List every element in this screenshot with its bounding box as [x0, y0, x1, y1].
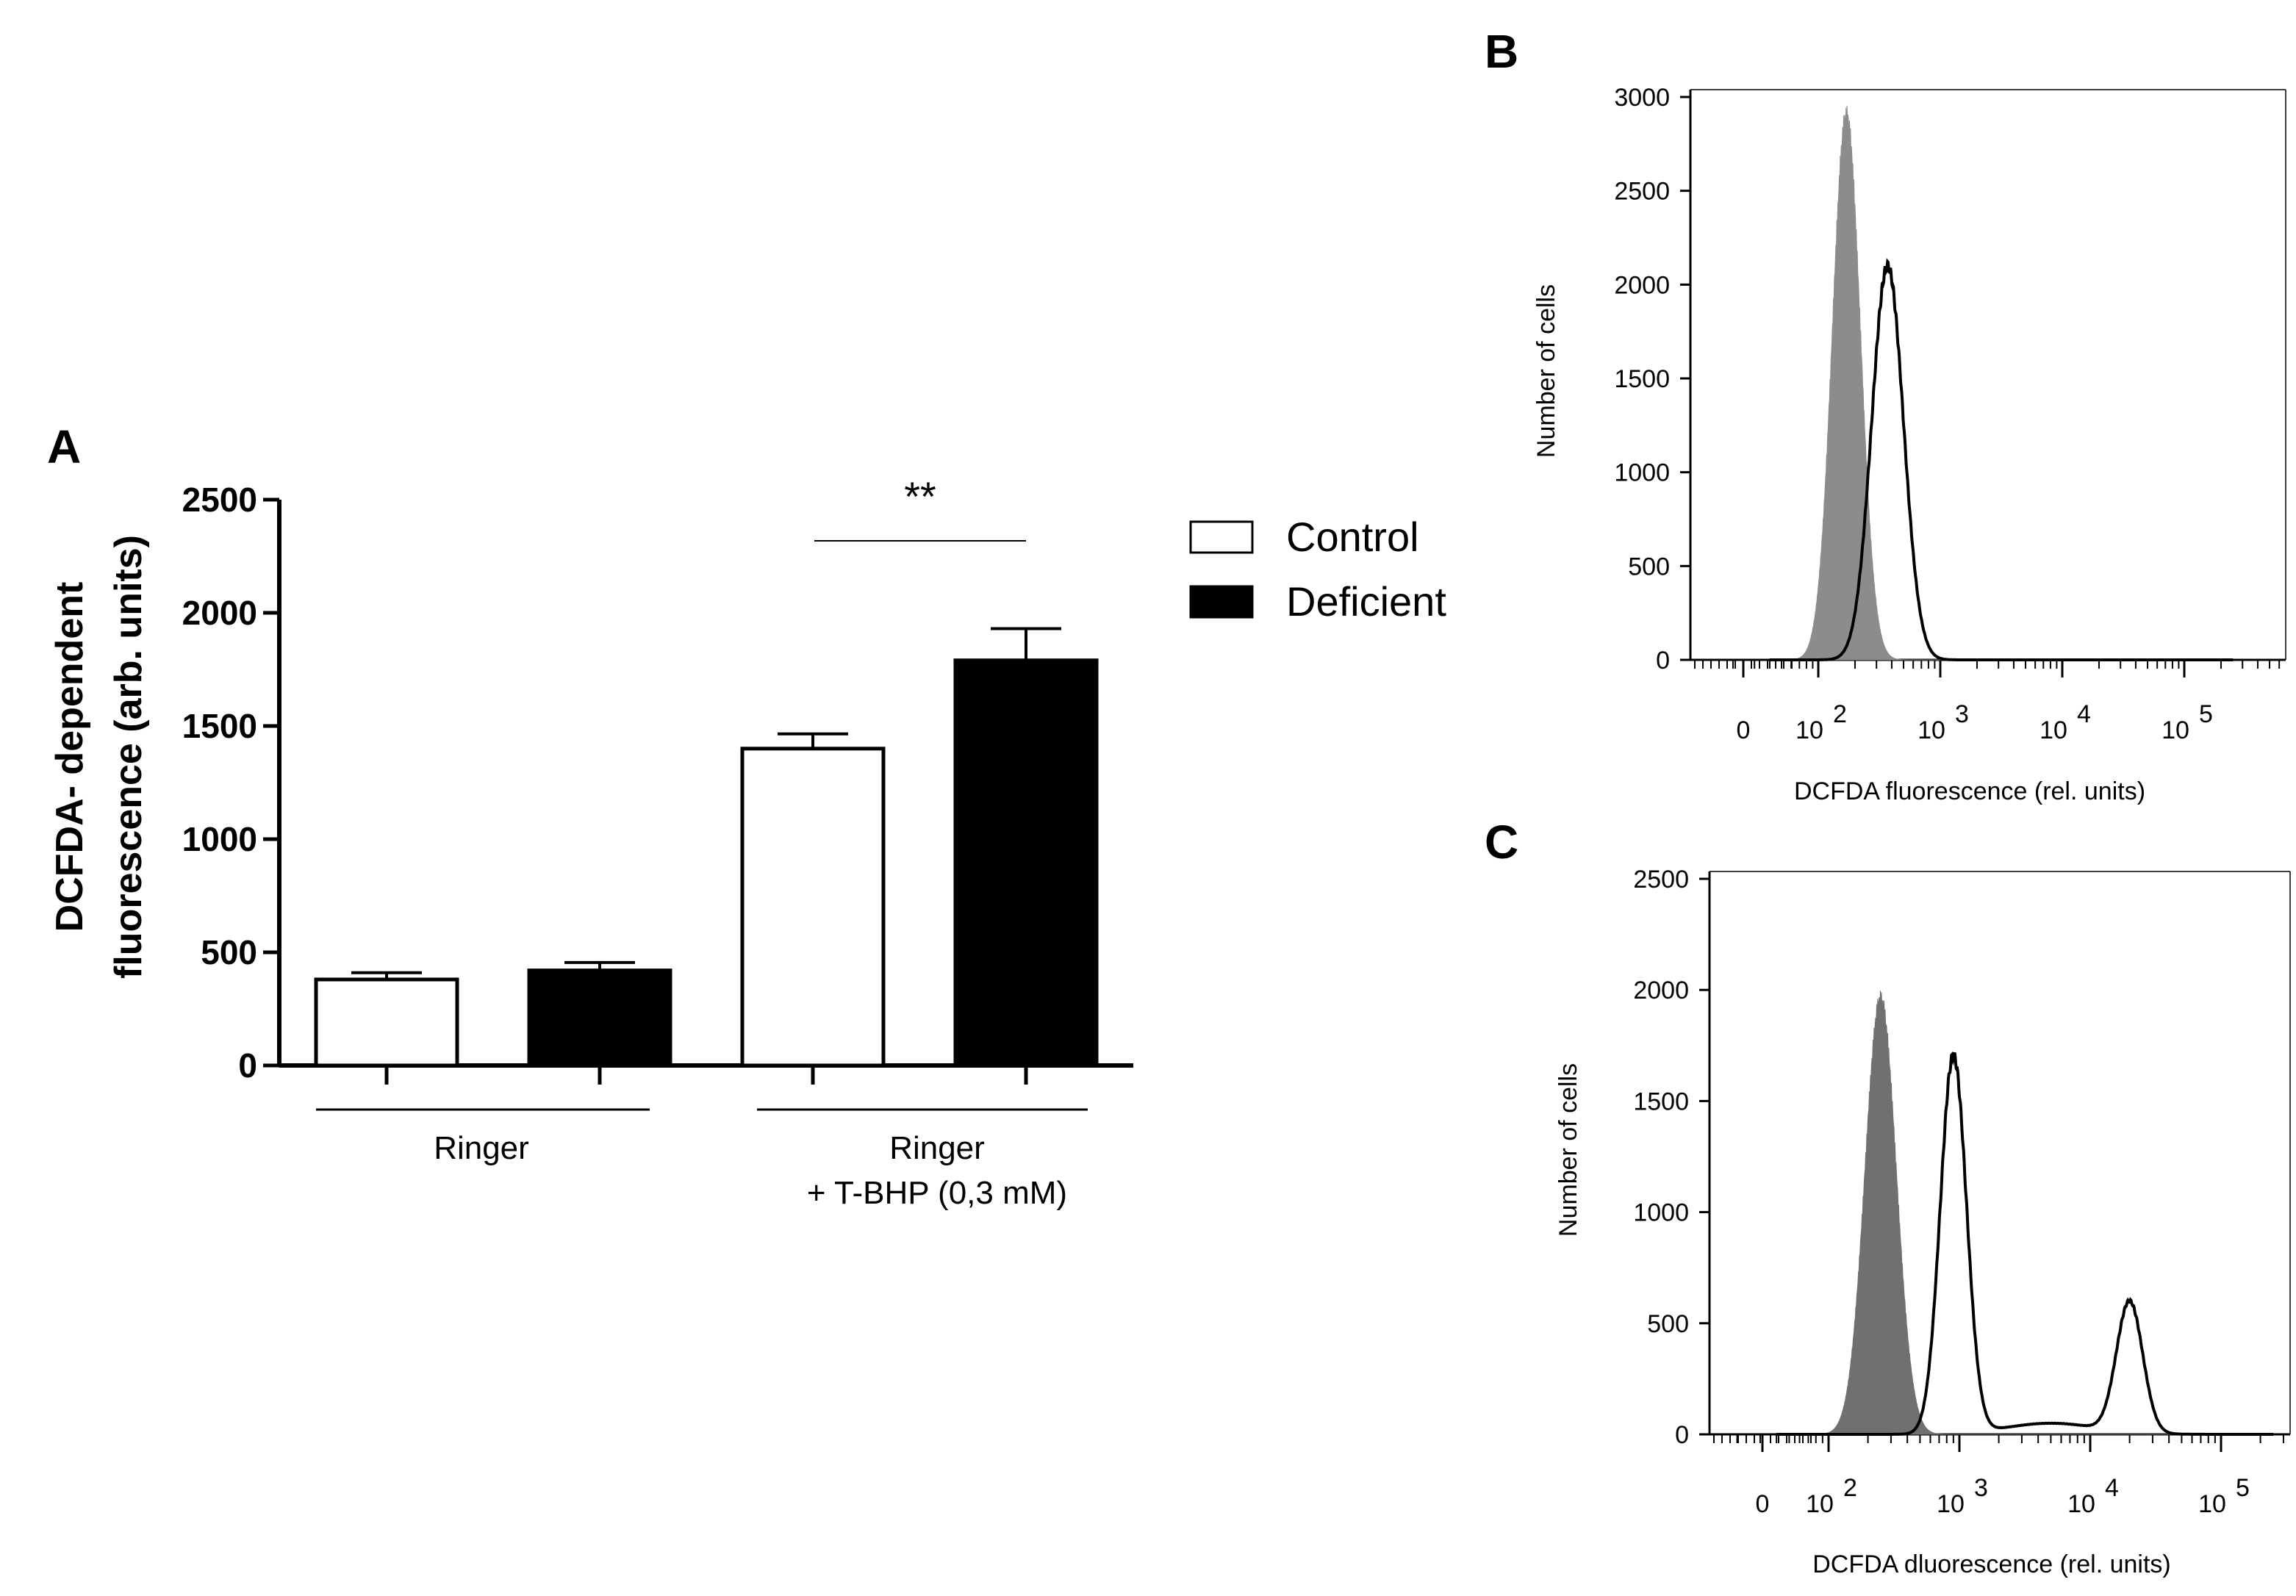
panel-c-histogram: C 0 500 1000 1500 2000 2500 0 10 2 10 3 10 4 10 5 DCFD… [1485, 816, 2291, 1578]
b-x-tick-exp-4: 5 [2199, 700, 2213, 728]
panel-a-bars [314, 627, 1099, 1068]
bar-deficient-0 [527, 968, 672, 1068]
c-x-tick-exp-3: 4 [2105, 1474, 2119, 1502]
a-ylabel-line-2: fluorescence (arb. units) [107, 535, 150, 979]
c-histogram-line [1776, 1051, 2274, 1436]
legend-label-control: Control [1286, 514, 1419, 560]
panel-a-group-labels: Ringer Ringer + T-BHP (0,3 mM) [316, 1108, 1088, 1211]
panel-b-label: B [1485, 25, 1518, 78]
b-y-tick-label-0: 0 [1656, 647, 1670, 675]
c-y-tick-label-4: 2000 [1633, 977, 1689, 1004]
legend-swatch-control [1189, 520, 1254, 554]
panel-a-significance: ** [814, 473, 1026, 542]
c-y-tick-label-3: 1500 [1633, 1088, 1689, 1115]
c-x-tick-exp-4: 5 [2236, 1474, 2250, 1502]
panel-a-y-axis-label: DCFDA- dependent fluorescence (arb. unit… [49, 535, 150, 979]
a-y-tick-label-3: 1500 [182, 707, 257, 745]
panel-c-label: C [1485, 816, 1518, 869]
panel-b-x-axis-label: DCFDA fluorescence (rel. units) [1794, 777, 2145, 805]
b-histogram-filled [1769, 105, 2234, 661]
c-y-tick-label-1: 500 [1647, 1310, 1689, 1338]
a-y-tick-label-4: 2000 [182, 594, 257, 632]
group-label-ringer-tbhp: Ringer [889, 1130, 985, 1166]
a-ylabel-line-1: DCFDA- dependent [49, 582, 91, 932]
panel-a-label: A [47, 420, 81, 473]
b-y-tick-label-2: 1000 [1614, 459, 1670, 487]
b-y-tick-label-1: 500 [1628, 553, 1670, 580]
panel-c-y-axis-label: Number of cells [1554, 1063, 1582, 1237]
bar-deficient-1 [953, 658, 1099, 1068]
b-x-tick-label-0: 0 [1737, 716, 1751, 744]
b-histogram-line [1769, 258, 2234, 661]
c-x-tick-exp-1: 2 [1843, 1474, 1857, 1502]
c-y-tick-label-5: 2500 [1633, 866, 1689, 894]
panel-a-bar-chart: A 0 500 1000 1500 2000 2500 DCFDA- dependent … [47, 420, 1446, 1211]
b-x-tick-label-2: 10 [1917, 716, 1945, 744]
b-x-tick-label-3: 10 [2040, 716, 2067, 744]
a-y-tick-label-5: 2500 [182, 481, 257, 519]
c-x-tick-label-3: 10 [2067, 1490, 2095, 1518]
c-x-tick-exp-2: 3 [1974, 1474, 1988, 1502]
a-y-tick-label-0: 0 [238, 1046, 257, 1085]
b-x-tick-exp-1: 2 [1833, 700, 1847, 728]
b-x-tick-exp-2: 3 [1955, 700, 1969, 728]
group-label-tbhp-treatment: + T-BHP (0,3 mM) [807, 1175, 1067, 1211]
significance-stars: ** [904, 473, 936, 520]
b-x-tick-label-1: 10 [1795, 716, 1823, 744]
b-y-tick-label-6: 3000 [1614, 84, 1670, 112]
bar-control-1 [740, 747, 886, 1068]
b-y-tick-label-5: 2500 [1614, 178, 1670, 206]
c-x-tick-label-0: 0 [1756, 1490, 1770, 1518]
a-y-tick-label-1: 500 [201, 933, 257, 971]
group-label-ringer: Ringer [434, 1130, 529, 1166]
panel-a-legend: Control Deficient [1189, 514, 1446, 625]
a-y-tick-label-2: 1000 [182, 820, 257, 858]
c-y-tick-label-2: 1000 [1633, 1199, 1689, 1227]
c-x-tick-label-1: 10 [1806, 1490, 1834, 1518]
bar-control-0 [314, 977, 459, 1068]
b-x-tick-exp-3: 4 [2077, 700, 2091, 728]
c-x-tick-label-2: 10 [1937, 1490, 1965, 1518]
panel-a-axes: 0 500 1000 1500 2000 2500 [182, 481, 1133, 1085]
panel-c-x-axis-label: DCFDA dluorescence (rel. units) [1812, 1550, 2171, 1578]
c-y-tick-label-0: 0 [1675, 1421, 1689, 1449]
b-x-tick-label-4: 10 [2162, 716, 2189, 744]
c-histogram-filled [1776, 991, 2274, 1435]
panel-b-y-axis-label: Number of cells [1532, 284, 1560, 458]
c-x-tick-label-4: 10 [2198, 1490, 2226, 1518]
legend-swatch-deficient [1189, 585, 1254, 619]
legend-label-deficient: Deficient [1286, 578, 1446, 625]
panel-c-plot: 0 500 1000 1500 2000 2500 0 10 2 10 3 10 4 10 5 [1633, 866, 2291, 1518]
b-y-tick-label-4: 2000 [1614, 271, 1670, 299]
panel-b-plot: 0 500 1000 1500 2000 2500 3000 0 10 2 10 3 10 4 10 5 [1614, 84, 2286, 744]
b-y-tick-label-3: 1500 [1614, 365, 1670, 393]
